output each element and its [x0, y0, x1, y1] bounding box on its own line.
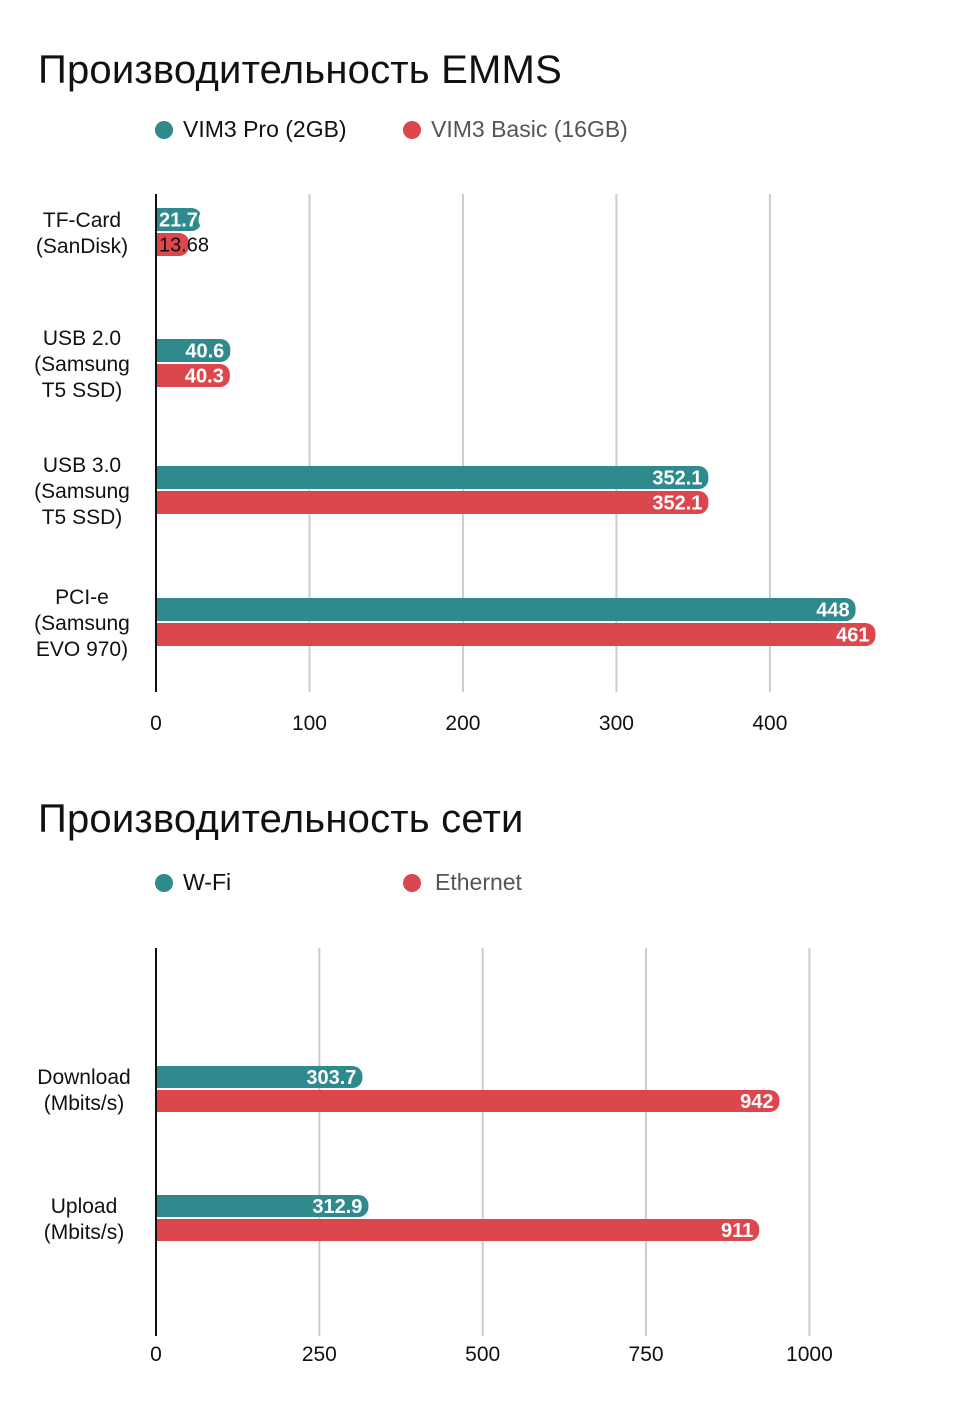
category-label-line: PCI-e — [55, 586, 109, 609]
legend-label-vim3-pro: VIM3 Pro (2GB) — [183, 116, 347, 142]
data-label: 352.1 — [652, 493, 702, 515]
bar — [156, 491, 709, 514]
bar — [156, 1195, 369, 1217]
data-label: 312.9 — [312, 1196, 362, 1218]
category-label-line: TF-Card — [43, 209, 121, 232]
data-label: 303.7 — [306, 1067, 356, 1089]
bar — [156, 1090, 780, 1112]
category-label: Download (Mbits/s) — [37, 1066, 130, 1115]
x-tick-label: 250 — [302, 1343, 337, 1366]
category-label-line: (SanDisk) — [36, 235, 128, 258]
x-tick-label: 750 — [629, 1343, 664, 1366]
network-chart-plot: 0 250 500 750 1000 Download (Mbits/s) 303.7 942 U… — [37, 948, 833, 1366]
category-label-line: (Mbits/s) — [44, 1221, 125, 1244]
bar — [156, 364, 230, 387]
category-label-line: (Samsung — [34, 353, 130, 376]
bar — [156, 1066, 363, 1088]
category-label-line: Upload — [51, 1195, 118, 1218]
legend-swatch-wifi — [155, 873, 173, 892]
data-label: 911 — [721, 1220, 753, 1242]
emms-chart-plot: 0 100 200 300 400 TF-Card (SanDisk) 21.76 13.68 U… — [34, 194, 876, 735]
x-tick-label: 200 — [445, 712, 480, 735]
x-tick-label: 400 — [752, 712, 787, 735]
category-label: PCI-e (Samsung EVO 970) — [34, 586, 130, 661]
category-label-line: T5 SSD) — [42, 379, 123, 402]
category-label: USB 2.0 (Samsung T5 SSD) — [34, 327, 130, 402]
legend-label-ethernet: Ethernet — [435, 869, 522, 895]
bar — [156, 466, 709, 489]
data-label: 13.68 — [159, 235, 209, 257]
legend-item-ethernet: Ethernet — [403, 869, 522, 896]
legend-item-wifi: W-Fi — [155, 869, 231, 896]
legend-item-vim3-pro: VIM3 Pro (2GB) — [155, 116, 347, 143]
bar — [156, 623, 876, 646]
data-label: 461 — [836, 625, 869, 647]
category-label-line: Download — [37, 1066, 130, 1089]
x-tick-label: 300 — [599, 712, 634, 735]
legend-swatch-vim3-basic — [403, 120, 421, 139]
category-label-line: (Samsung — [34, 480, 130, 503]
bar — [156, 208, 202, 231]
legend-label-vim3-basic: VIM3 Basic (16GB) — [431, 116, 628, 142]
category-label: Upload (Mbits/s) — [44, 1195, 125, 1244]
category-label-line: USB 3.0 — [43, 454, 121, 477]
data-label: 942 — [740, 1091, 773, 1113]
network-chart-title: Производительность сети — [38, 797, 524, 841]
x-tick-label: 1000 — [786, 1343, 833, 1366]
network-legend: W-Fi Ethernet — [0, 869, 960, 909]
data-label: 448 — [816, 600, 849, 622]
bar — [156, 339, 231, 362]
bar — [156, 598, 856, 621]
bar — [156, 1219, 760, 1241]
legend-item-vim3-basic: VIM3 Basic (16GB) — [403, 116, 628, 143]
x-tick-label: 500 — [465, 1343, 500, 1366]
x-tick-label: 0 — [150, 712, 162, 735]
data-label: 40.6 — [185, 341, 224, 363]
x-tick-label: 100 — [292, 712, 327, 735]
category-label: TF-Card (SanDisk) — [36, 209, 128, 258]
category-label-line: T5 SSD) — [42, 506, 123, 529]
bar — [156, 233, 189, 256]
data-label: 352.1 — [652, 468, 702, 490]
category-label-line: (Mbits/s) — [44, 1092, 125, 1115]
legend-swatch-vim3-pro — [155, 120, 173, 139]
data-label: 40.3 — [185, 366, 224, 388]
emms-chart-title: Производительность EMMS — [38, 48, 562, 92]
data-label: 21.76 — [159, 210, 209, 232]
category-label: USB 3.0 (Samsung T5 SSD) — [34, 454, 130, 529]
emms-legend: VIM3 Pro (2GB) VIM3 Basic (16GB) — [0, 116, 960, 156]
category-label-line: EVO 970) — [36, 638, 128, 661]
legend-label-wifi: W-Fi — [183, 869, 232, 895]
x-tick-label: 0 — [150, 1343, 162, 1366]
category-label-line: (Samsung — [34, 612, 130, 635]
legend-swatch-ethernet — [403, 873, 421, 892]
category-label-line: USB 2.0 — [43, 327, 121, 350]
